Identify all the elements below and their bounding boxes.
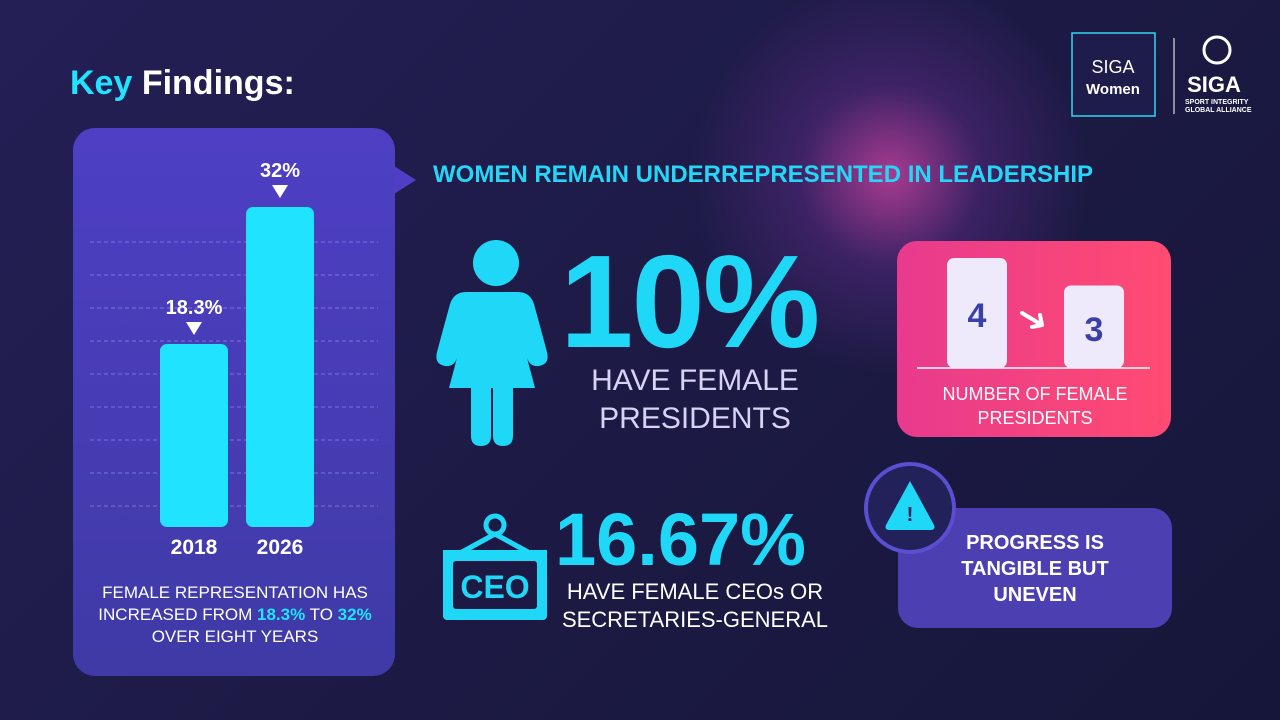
bar [160,344,228,527]
logo-text: SIGA [1091,57,1134,77]
value-pointer [272,185,288,198]
bar-value: 4 [968,297,987,335]
warning-icon [885,481,935,530]
summary-highlight: 18.3% [257,605,306,624]
siga-globe [1202,35,1232,65]
value-pointer [186,322,202,335]
panel-pointer [394,166,416,194]
bar [947,258,1007,368]
stat-value: 10% [560,228,820,375]
summary-highlight: 32% [337,605,372,624]
bar [1064,285,1124,368]
panel [73,128,395,676]
stat-label: HAVE FEMALE PRESIDENTS [591,364,799,435]
logo-text: SIGA [1187,72,1241,97]
ceo-icon [443,513,547,620]
title-part: Key [70,64,133,102]
summary: FEMALE REPRESENTATION HAS INCREASED FROM… [85,582,385,648]
category-label: 2018 [171,536,218,559]
ceo-label: CEO [460,569,529,605]
logo-text: Women [1086,81,1140,98]
logo-tagline: GLOBAL ALLIANCE [1185,107,1252,114]
summary-text: FEMALE REPRESENTATION HAS INCREASED FROM [98,583,368,624]
logo-tagline: SPORT INTEGRITY [1185,99,1249,106]
summary-text: TO [309,605,333,624]
warning-mark: ! [907,504,914,526]
callout-box [898,508,1172,628]
callout-text: PROGRESS IS TANGIBLE BUT UNEVEN [961,532,1109,606]
title: Key Findings: [70,64,295,103]
stat-value: 16.67% [555,498,806,581]
woman-icon [436,240,548,446]
category-label: 2026 [257,536,304,559]
bar-value: 3 [1085,311,1104,349]
headline: WOMEN REMAIN UNDERREPRESENTED IN LEADERS… [433,161,1094,188]
value-label: 18.3% [166,297,223,319]
siga-women-logo [1071,32,1156,117]
arrow [1020,311,1044,329]
bar [246,207,314,527]
title-part: Findings: [141,64,295,102]
summary-text: OVER EIGHT YEARS [151,627,319,646]
card-title: NUMBER OF FEMALE PRESIDENTS [942,384,1128,428]
guide-lines [90,241,378,507]
value-label: 32% [260,160,300,182]
stat-label: HAVE FEMALE CEOs OR SECRETARIES-GENERAL [561,579,829,632]
